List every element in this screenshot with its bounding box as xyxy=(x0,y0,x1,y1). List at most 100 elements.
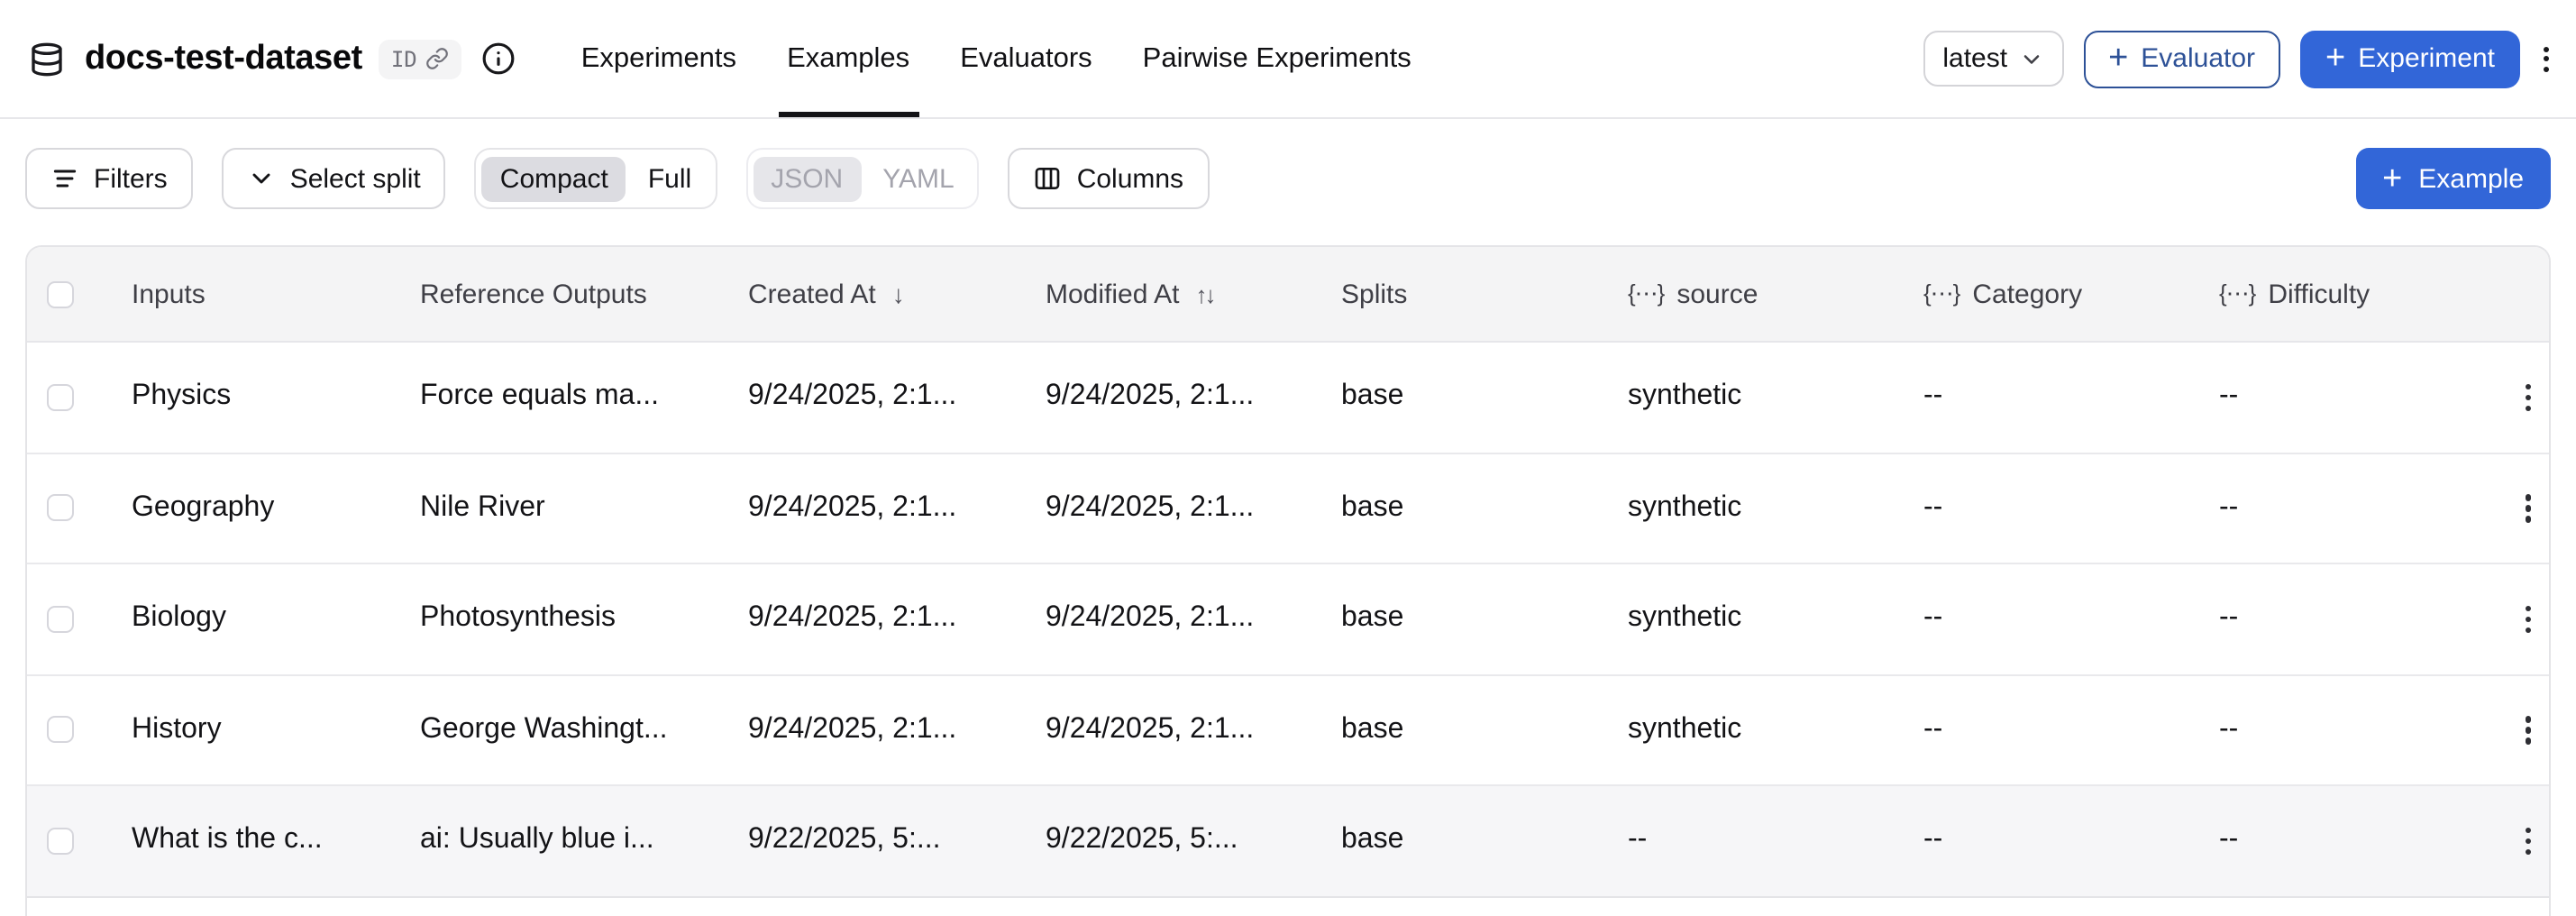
add-evaluator-button[interactable]: + Evaluator xyxy=(2083,30,2281,87)
dataset-header: docs-test-dataset ID Experiments Example… xyxy=(0,0,2576,119)
column-header-splits[interactable]: Splits xyxy=(1341,279,1408,309)
row-menu-icon[interactable] xyxy=(2520,710,2537,749)
cell-source: -- xyxy=(1628,824,1648,856)
column-header-difficulty[interactable]: {⋯} Difficulty xyxy=(2219,279,2370,309)
row-checkbox[interactable] xyxy=(47,383,74,411)
row-checkbox[interactable] xyxy=(47,716,74,744)
braces-icon: {⋯} xyxy=(2219,279,2256,307)
cell-modified-at: 9/22/2025, 5:... xyxy=(1046,824,1238,856)
table-header-row: Inputs Reference Outputs Created At ↓ Mod… xyxy=(27,247,2549,343)
tab-experiments[interactable]: Experiments xyxy=(580,42,737,73)
info-icon[interactable] xyxy=(482,41,516,76)
cell-difficulty: -- xyxy=(2219,824,2239,856)
table-row[interactable]: History George Washingt... 9/24/2025, 2:… xyxy=(27,675,2549,786)
header-more-menu-icon[interactable] xyxy=(2540,42,2553,75)
cell-source: synthetic xyxy=(1628,491,1742,523)
column-header-created-at[interactable]: Created At ↓ xyxy=(748,279,905,309)
column-header-modified-at[interactable]: Modified At ↑↓ xyxy=(1046,279,1216,309)
column-header-source[interactable]: {⋯} source xyxy=(1628,279,1758,309)
row-menu-icon[interactable] xyxy=(2520,600,2537,638)
cell-modified-at: 9/24/2025, 2:1... xyxy=(1046,713,1255,745)
cell-reference-outputs: Nile River xyxy=(420,491,545,523)
table-row-partial xyxy=(27,897,2549,916)
version-selector-value: latest xyxy=(1942,43,2008,74)
view-mode-toggle: Compact Full xyxy=(474,148,717,209)
cell-inputs: Physics xyxy=(132,380,232,412)
cell-source: synthetic xyxy=(1628,380,1742,412)
cell-modified-at: 9/24/2025, 2:1... xyxy=(1046,602,1255,634)
dataset-tabs: Experiments Examples Evaluators Pairwise… xyxy=(581,0,1411,117)
cell-category: -- xyxy=(1923,602,1943,634)
table-row[interactable]: Geography Nile River 9/24/2025, 2:1... 9… xyxy=(27,453,2549,564)
add-experiment-button[interactable]: + Experiment xyxy=(2300,30,2520,87)
cell-source: synthetic xyxy=(1628,602,1742,634)
cell-reference-outputs: Photosynthesis xyxy=(420,602,617,634)
view-mode-compact[interactable]: Compact xyxy=(481,156,626,201)
link-icon xyxy=(426,48,449,69)
version-selector[interactable]: latest xyxy=(1923,31,2064,87)
row-checkbox[interactable] xyxy=(47,605,74,633)
tab-evaluators[interactable]: Evaluators xyxy=(960,42,1092,73)
id-badge-label: ID xyxy=(390,46,417,71)
cell-category: -- xyxy=(1923,380,1943,412)
cell-inputs: Biology xyxy=(132,602,226,634)
cell-created-at: 9/24/2025, 2:1... xyxy=(748,713,957,745)
cell-reference-outputs: Force equals ma... xyxy=(420,380,659,412)
row-menu-icon[interactable] xyxy=(2520,821,2537,860)
cell-difficulty: -- xyxy=(2219,491,2239,523)
cell-splits: base xyxy=(1341,602,1404,634)
table-row[interactable]: What is the c... ai: Usually blue i... 9… xyxy=(27,786,2549,897)
plus-icon: + xyxy=(2382,160,2403,197)
column-header-category[interactable]: {⋯} Category xyxy=(1923,279,2083,309)
cell-splits: base xyxy=(1341,491,1404,523)
cell-category: -- xyxy=(1923,491,1943,523)
braces-icon: {⋯} xyxy=(1923,279,1960,307)
cell-source: synthetic xyxy=(1628,713,1742,745)
row-checkbox[interactable] xyxy=(47,827,74,855)
cell-difficulty: -- xyxy=(2219,602,2239,634)
column-header-reference-outputs[interactable]: Reference Outputs xyxy=(420,279,647,309)
cell-created-at: 9/22/2025, 5:... xyxy=(748,824,941,856)
filters-button[interactable]: Filters xyxy=(25,148,193,209)
cell-created-at: 9/24/2025, 2:1... xyxy=(748,380,957,412)
cell-inputs: Geography xyxy=(132,491,275,523)
cell-difficulty: -- xyxy=(2219,380,2239,412)
cell-modified-at: 9/24/2025, 2:1... xyxy=(1046,380,1255,412)
cell-splits: base xyxy=(1341,824,1404,856)
select-all-checkbox[interactable] xyxy=(47,280,74,307)
columns-icon xyxy=(1036,168,1061,189)
cell-difficulty: -- xyxy=(2219,713,2239,745)
plus-icon: + xyxy=(2108,40,2129,78)
plus-icon: + xyxy=(2325,40,2346,78)
select-split-button[interactable]: Select split xyxy=(221,148,446,209)
row-menu-icon[interactable] xyxy=(2520,378,2537,417)
filter-icon xyxy=(53,169,77,188)
sort-toggle-icon[interactable]: ↑↓ xyxy=(1195,280,1216,307)
column-header-inputs[interactable]: Inputs xyxy=(132,279,206,309)
chevron-down-icon xyxy=(252,173,270,184)
view-mode-full[interactable]: Full xyxy=(647,163,692,194)
table-row[interactable]: Physics Force equals ma... 9/24/2025, 2:… xyxy=(27,343,2549,453)
examples-table: Inputs Reference Outputs Created At ↓ Mod… xyxy=(25,245,2551,916)
cell-created-at: 9/24/2025, 2:1... xyxy=(748,602,957,634)
cell-inputs: History xyxy=(132,713,222,745)
table-row[interactable]: Biology Photosynthesis 9/24/2025, 2:1...… xyxy=(27,564,2549,675)
cell-splits: base xyxy=(1341,713,1404,745)
database-icon xyxy=(32,41,62,76)
row-checkbox[interactable] xyxy=(47,494,74,522)
cell-category: -- xyxy=(1923,824,1943,856)
cell-reference-outputs: ai: Usually blue i... xyxy=(420,824,654,856)
cell-category: -- xyxy=(1923,713,1943,745)
dataset-id-badge[interactable]: ID xyxy=(378,39,462,78)
cell-created-at: 9/24/2025, 2:1... xyxy=(748,491,957,523)
columns-button[interactable]: Columns xyxy=(1008,148,1210,209)
sort-desc-icon[interactable]: ↓ xyxy=(891,279,905,308)
tab-examples[interactable]: Examples xyxy=(778,0,919,117)
format-yaml: YAML xyxy=(882,163,955,194)
cell-inputs: What is the c... xyxy=(132,824,323,856)
row-menu-icon[interactable] xyxy=(2520,489,2537,527)
format-json: JSON xyxy=(753,156,862,201)
tab-pairwise-experiments[interactable]: Pairwise Experiments xyxy=(1142,42,1411,73)
add-example-button[interactable]: + Example xyxy=(2355,148,2551,209)
